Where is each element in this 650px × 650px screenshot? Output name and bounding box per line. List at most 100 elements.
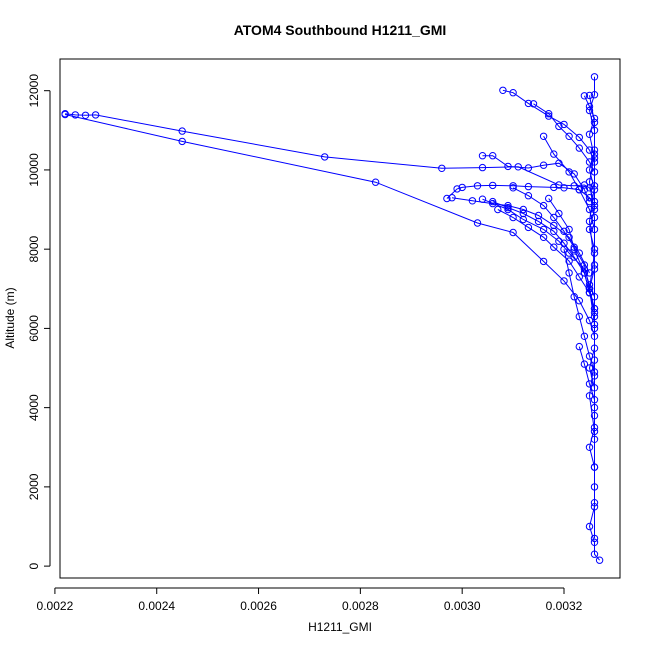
data-point (519, 205, 527, 214)
data-point (509, 182, 517, 190)
x-tick-label: 0.0024 (138, 599, 175, 613)
data-point (524, 192, 533, 200)
data-point (590, 182, 599, 190)
data-point (585, 225, 594, 234)
data-point (504, 205, 512, 214)
data-point (371, 178, 380, 186)
data-point (550, 243, 558, 251)
data-point (570, 293, 578, 301)
data-point (550, 183, 558, 192)
data-point (524, 99, 533, 108)
data-point (489, 181, 497, 190)
data-point (575, 133, 583, 142)
y-tick-label: 0 (27, 562, 41, 569)
data-point (590, 538, 599, 546)
data-point (529, 100, 538, 108)
data-point (509, 228, 517, 237)
data-point (590, 534, 599, 543)
data-point (539, 233, 548, 242)
data-point (534, 217, 543, 226)
series-16 (539, 132, 599, 234)
data-point (585, 205, 594, 214)
data-point (504, 162, 512, 171)
data-point (565, 269, 573, 277)
data-point (448, 194, 456, 202)
data-point (458, 183, 466, 192)
data-point (178, 137, 186, 146)
data-point (575, 273, 583, 281)
data-point (590, 435, 599, 443)
data-point (560, 184, 568, 192)
data-point (61, 110, 69, 119)
data-point (560, 227, 568, 236)
data-point (565, 233, 573, 242)
data-point (489, 199, 497, 208)
data-point (585, 289, 594, 297)
data-point (524, 164, 533, 172)
data-point (580, 269, 589, 277)
data-point (524, 182, 533, 191)
data-point (565, 257, 573, 265)
x-tick-label: 0.0026 (240, 599, 277, 613)
data-point (585, 91, 594, 100)
data-point (504, 201, 512, 210)
data-point (539, 132, 548, 141)
data-point (580, 92, 589, 100)
data-point (565, 168, 573, 176)
x-tick-label: 0.0032 (546, 599, 583, 613)
data-point (590, 249, 599, 257)
data-point (590, 91, 599, 99)
y-axis: 0 2000 4000 6000 8000 10000 12000 (27, 74, 51, 569)
data-point (585, 380, 594, 388)
data-point (509, 213, 517, 222)
data-point (499, 86, 507, 95)
data-point (534, 211, 543, 220)
data-point (560, 120, 568, 129)
series-1 (61, 110, 599, 340)
data-point (519, 209, 527, 218)
y-tick-label: 8000 (27, 235, 41, 262)
data-point (585, 102, 594, 111)
data-point (478, 163, 487, 172)
x-tick-label: 0.0030 (444, 599, 481, 613)
data-point (321, 153, 329, 161)
data-point (473, 182, 482, 190)
data-point (91, 111, 100, 119)
data-point (580, 332, 589, 340)
data-point (81, 111, 90, 120)
y-tick-label: 2000 (27, 473, 41, 500)
data-point (585, 316, 594, 325)
data-point (585, 178, 594, 186)
data-point (524, 223, 533, 232)
data-point (590, 114, 599, 123)
data-point (590, 550, 599, 558)
data-point (453, 185, 461, 193)
data-point (575, 144, 583, 152)
data-point (539, 225, 548, 234)
data-point (489, 152, 497, 160)
data-point (590, 154, 599, 162)
data-point (443, 194, 451, 203)
data-point (575, 297, 583, 305)
data-point (550, 213, 558, 222)
data-point (590, 73, 599, 81)
data-point (570, 170, 578, 178)
data-point (590, 225, 599, 234)
data-point (585, 166, 594, 174)
data-point (565, 225, 573, 234)
series-line (451, 197, 590, 274)
data-point (570, 245, 578, 253)
data-point (438, 164, 446, 173)
x-tick-label: 0.0028 (342, 599, 379, 613)
series-line (588, 95, 595, 539)
x-axis-title: H1211_GMI (308, 620, 372, 634)
y-tick-label: 4000 (27, 394, 41, 421)
data-point (570, 253, 578, 261)
series-line (65, 113, 595, 202)
data-point (585, 364, 594, 372)
x-tick-label: 0.0022 (37, 599, 74, 613)
data-point (590, 463, 599, 471)
